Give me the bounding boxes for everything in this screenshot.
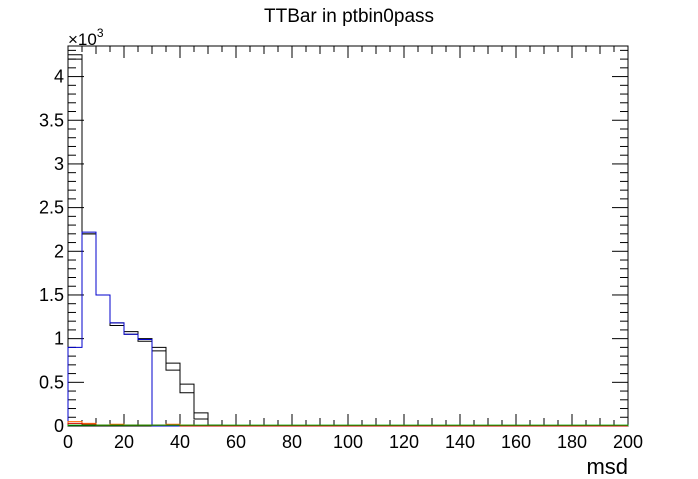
- x-axis-label: msd: [586, 454, 628, 474]
- y-tick-label: 3: [54, 154, 64, 174]
- y-axis-multiplier: ×103: [68, 26, 104, 49]
- y-multiplier-exponent: 3: [97, 26, 104, 40]
- y-tick-label: 1.5: [39, 285, 64, 305]
- x-tick-label: 0: [63, 432, 73, 452]
- histogram-series-2: [67, 231, 628, 427]
- chart-title: TTBar in ptbin0pass: [264, 6, 434, 27]
- y-tick-label: 0.5: [39, 372, 64, 392]
- x-axis: 0 20 40 60 80 100 120 140 160 180 200: [63, 46, 643, 452]
- x-tick-label: 80: [282, 432, 302, 452]
- y-tick-label: 4: [54, 67, 64, 87]
- y-tick-label: 3.5: [39, 110, 64, 130]
- x-tick-label: 100: [333, 432, 363, 452]
- x-tick-label: 200: [613, 432, 643, 452]
- x-tick-label: 140: [445, 432, 475, 452]
- y-tick-label: 0: [54, 416, 64, 436]
- y-tick-label: 2.5: [39, 198, 64, 218]
- x-tick-label: 40: [170, 432, 190, 452]
- y-multiplier-base: ×10: [68, 30, 97, 49]
- y-tick-label: 1: [54, 329, 64, 349]
- y-axis: 0 0.5 1 1.5 2 2.5 3 3.5 4: [39, 49, 628, 436]
- x-tick-label: 20: [114, 432, 134, 452]
- y-tick-label: 2: [54, 241, 64, 261]
- x-tick-label: 180: [557, 432, 587, 452]
- x-tick-label: 120: [389, 432, 419, 452]
- plot-area: [67, 54, 629, 427]
- x-tick-label: 60: [226, 432, 246, 452]
- x-tick-label: 160: [501, 432, 531, 452]
- histogram-series-5: [67, 424, 629, 426]
